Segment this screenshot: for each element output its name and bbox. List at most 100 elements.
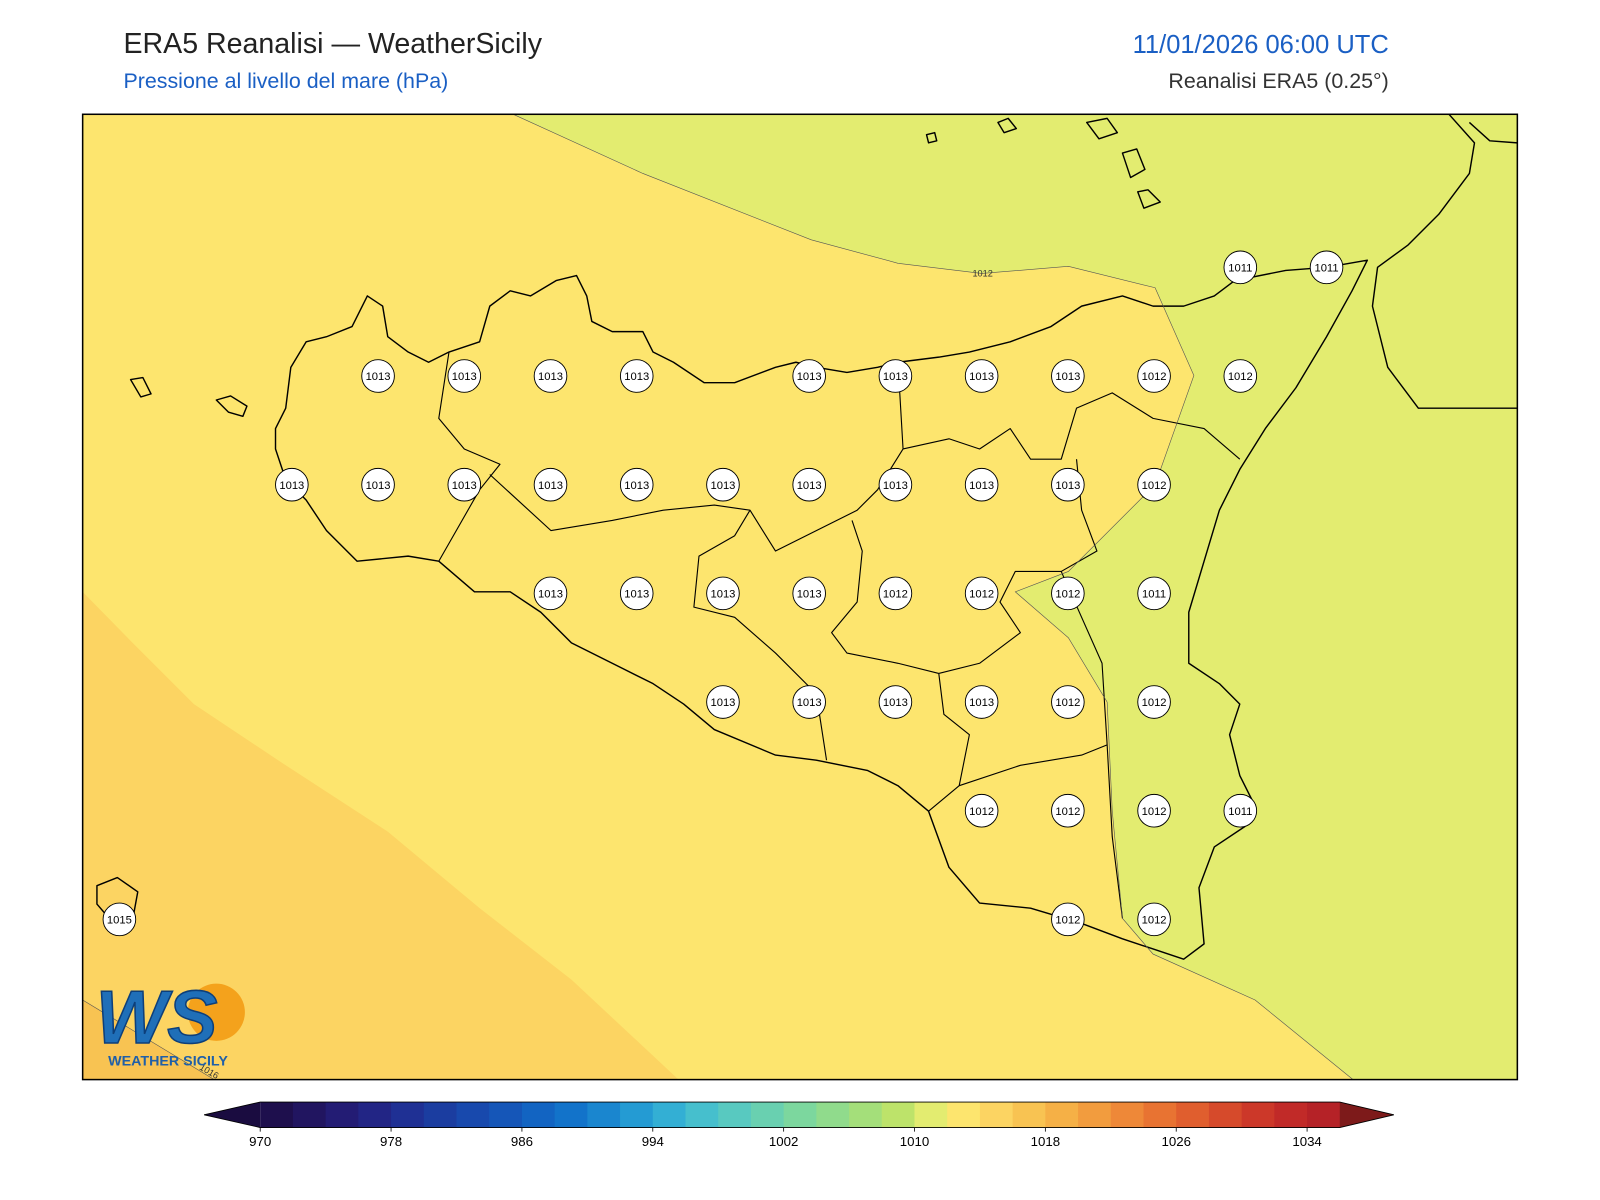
station-value: 1011 (1228, 806, 1252, 818)
coastline-sicily (274, 259, 1369, 960)
colorbar-bin (1241, 1102, 1275, 1128)
station-marker (964, 685, 999, 719)
station-marker (964, 793, 999, 828)
station-marker (706, 576, 740, 611)
logo-sun (187, 983, 245, 1041)
colorbar-bin (325, 1102, 359, 1128)
station-value: 1011 (1314, 262, 1338, 274)
station-marker (878, 359, 913, 393)
islands (96, 117, 1161, 920)
station-value: 1013 (624, 588, 649, 600)
station-value: 1012 (1055, 697, 1080, 709)
colorbar-bin (849, 1102, 883, 1128)
colorbar-bin (1143, 1102, 1177, 1128)
colorbar-bin (881, 1102, 916, 1128)
station-value: 1013 (969, 371, 994, 383)
station-value: 1013 (883, 371, 908, 383)
station-marker (706, 685, 740, 719)
station-value: 1013 (710, 588, 735, 600)
station-value: 1012 (1228, 371, 1253, 383)
station-value: 1013 (710, 697, 735, 709)
station-marker (1223, 359, 1258, 393)
title: ERA5 Reanalisi — WeatherSicily (123, 28, 542, 60)
station-value: 1011 (1142, 588, 1166, 600)
station-value: 1013 (969, 480, 994, 492)
station-marker (1137, 359, 1171, 393)
station-value: 1012 (1142, 480, 1167, 492)
colorbar-bin (587, 1102, 621, 1128)
colorbar-bin (652, 1102, 687, 1128)
colorbar-bin (1012, 1102, 1046, 1128)
station-value: 1013 (1055, 371, 1080, 383)
station-marker (1137, 793, 1171, 828)
colorbar-bin (1110, 1102, 1145, 1128)
station-value: 1013 (452, 371, 477, 383)
station-marker (361, 467, 395, 502)
coastline-calabria (1371, 114, 1518, 409)
station-value: 1012 (969, 806, 994, 818)
station-marker (792, 685, 826, 719)
station-value: 1013 (366, 371, 391, 383)
colorbar-under (204, 1102, 261, 1128)
station-marker (706, 467, 740, 502)
stations: 1011 1011 1013 1013 1013 1013 1013 1013 1013 1013… (102, 250, 1344, 937)
station-value: 1013 (883, 697, 908, 709)
colorbar-bin (718, 1102, 752, 1128)
station-value: 1013 (452, 480, 477, 492)
station-value: 1012 (969, 588, 994, 600)
station-marker (1137, 576, 1171, 611)
station-marker (1137, 685, 1171, 719)
station-value: 1013 (797, 588, 822, 600)
station-marker (1137, 467, 1171, 502)
station-marker (792, 576, 826, 611)
logo-text: WEATHER SICILY (108, 1053, 228, 1069)
station-marker (878, 467, 913, 502)
colorbar-bin (914, 1102, 948, 1128)
station-value: 1013 (624, 371, 649, 383)
station-marker (878, 576, 913, 611)
station-value: 1011 (1228, 262, 1252, 274)
colorbar-bin (1078, 1102, 1112, 1128)
station-value: 1015 (107, 914, 132, 926)
colorbar-bin (947, 1102, 981, 1128)
colorbar-bin (489, 1102, 523, 1128)
geography (96, 114, 1518, 960)
contour-label: 1012 (972, 269, 992, 279)
station-value: 1012 (1142, 914, 1167, 926)
station-marker (1051, 359, 1085, 393)
colorbar-tick-label: 994 (642, 1134, 664, 1149)
colorbar: 970 978 986 994 1002 1010 1018 1026 1034 (203, 1101, 1394, 1149)
colorbar-bin (456, 1102, 490, 1128)
station-value: 1012 (1055, 588, 1080, 600)
colorbar-bin (620, 1102, 654, 1128)
station-value: 1013 (538, 371, 563, 383)
datetime: 11/01/2026 06:00 UTC (1133, 31, 1389, 59)
colorbar-bin (1208, 1102, 1243, 1128)
station-value: 1012 (1142, 697, 1167, 709)
colorbar-bin (1274, 1102, 1308, 1128)
province-borders (438, 351, 1241, 919)
station-marker (964, 576, 999, 611)
station-value: 1013 (279, 480, 304, 492)
station-marker (792, 359, 826, 393)
station-value: 1013 (969, 697, 994, 709)
station-value: 1013 (538, 588, 563, 600)
map-frame (81, 113, 1519, 1081)
colorbar-bin (358, 1102, 392, 1128)
station-value: 1013 (797, 697, 822, 709)
station-value: 1013 (797, 480, 822, 492)
station-marker (1051, 467, 1085, 502)
colorbar-tick-label: 978 (380, 1134, 402, 1149)
colorbar-bin (1176, 1102, 1210, 1128)
logo-mark: WS (96, 976, 218, 1060)
station-value: 1013 (538, 480, 563, 492)
station-marker (1309, 250, 1344, 285)
colorbar-bin (783, 1102, 817, 1128)
source: Reanalisi ERA5 (0.25°) (1168, 69, 1388, 93)
station-marker (1051, 793, 1085, 828)
colorbar-bin (1045, 1102, 1079, 1128)
colorbar-tick-label: 970 (249, 1134, 271, 1149)
station-value: 1013 (366, 480, 391, 492)
logo: WS WEATHER SICILY (95, 975, 245, 1069)
